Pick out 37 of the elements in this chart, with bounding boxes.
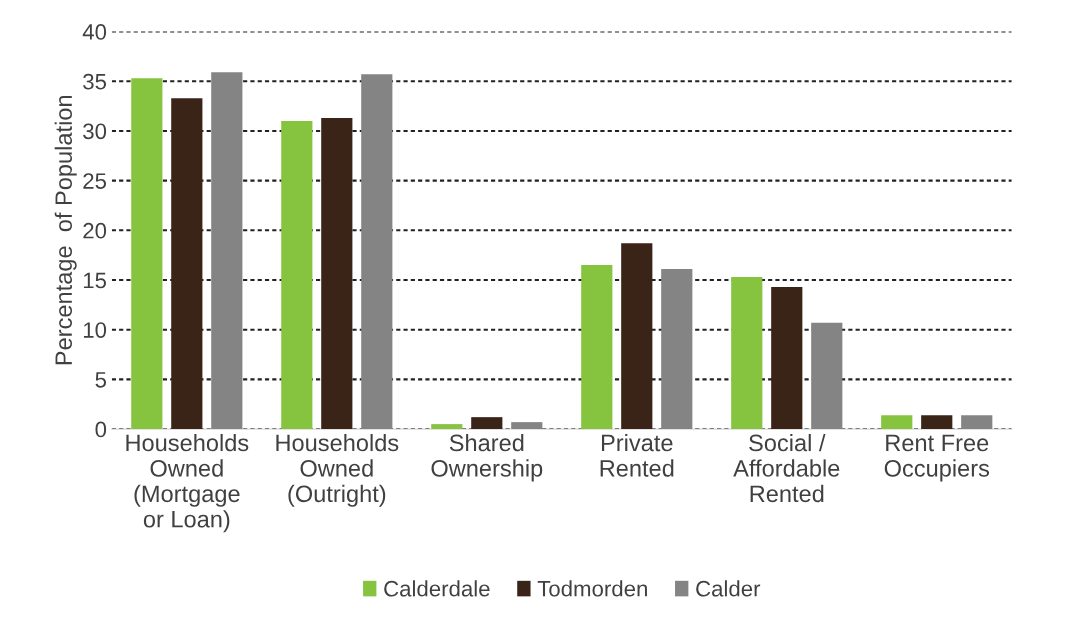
bar <box>131 78 163 430</box>
x-tick-label: Private Rented <box>600 433 674 477</box>
bar <box>431 424 463 430</box>
y-tick-label: 10 <box>83 322 107 338</box>
bar <box>661 269 693 430</box>
y-tick-label: 5 <box>95 372 107 388</box>
bar <box>581 265 613 430</box>
y-axis-title: Percentage of Population <box>54 95 77 365</box>
x-tick-label: Shared Ownership <box>431 433 543 482</box>
bar <box>771 286 803 430</box>
x-tick-label: Social / Affordable Rented <box>733 433 840 503</box>
x-tick-label: Households Owned (Mortgage or Loan) <box>126 433 249 533</box>
y-tick-label: 20 <box>83 222 107 239</box>
x-tick-label: Households Owned (Outright) <box>276 433 399 507</box>
bar <box>171 98 203 430</box>
y-tick-label: 25 <box>83 173 107 189</box>
bar <box>621 243 653 430</box>
y-tick-label: 0 <box>95 421 107 438</box>
bar <box>811 322 843 430</box>
y-tick-label: 40 <box>82 24 107 40</box>
bar <box>921 415 953 430</box>
y-tick-label: 15 <box>83 272 107 289</box>
bar <box>211 72 243 430</box>
y-tick-label: 35 <box>83 73 107 90</box>
x-tick-label: Rent Free Occupiers <box>884 434 990 482</box>
bar <box>881 415 913 430</box>
legend-label: Todmorden <box>537 580 647 597</box>
legend-label: Calder <box>696 580 761 597</box>
legend-label: Calderdale <box>384 580 490 597</box>
y-tick-label: 30 <box>83 123 107 140</box>
bar <box>731 277 763 430</box>
bar <box>321 118 353 430</box>
bar <box>361 74 393 430</box>
bar <box>281 120 313 430</box>
bar <box>961 415 993 430</box>
bar <box>471 417 503 430</box>
bar <box>511 422 543 430</box>
